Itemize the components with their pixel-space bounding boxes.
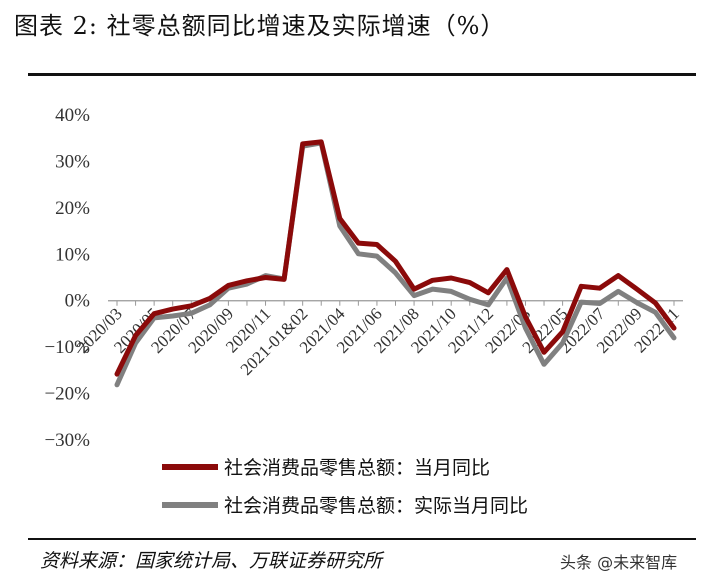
page-title: 图表 2: 社零总额同比增速及实际增速（%） [14, 12, 506, 40]
y-tick-label: 40% [55, 105, 90, 126]
y-tick-label: −20% [44, 384, 90, 405]
series-line-nominal [114, 139, 677, 377]
top-divider [28, 73, 696, 76]
legend-label-real: 社会消费品零售总额：实际当月同比 [224, 495, 528, 517]
watermark: 头条 @未来智库 [560, 553, 678, 572]
source-note: 资料来源：国家统计局、万联证券研究所 [40, 550, 383, 572]
y-tick-label: 30% [55, 151, 90, 172]
y-tick-label: 20% [55, 198, 90, 219]
line-chart: −30%−20%−10%0%10%20%30%40% 2020/032020/0… [44, 105, 683, 517]
series-layer [114, 139, 677, 388]
legend: 社会消费品零售总额：当月同比 社会消费品零售总额：实际当月同比 [162, 457, 528, 517]
y-tick-label: −30% [44, 430, 90, 451]
legend-label-nominal: 社会消费品零售总额：当月同比 [224, 457, 490, 479]
y-tick-label: 10% [55, 244, 90, 265]
y-axis: −30% −20% −10% 0% 10% 20% 30% 40% [44, 105, 90, 451]
bottom-divider [28, 538, 696, 540]
series-line-real [114, 140, 677, 388]
y-tick-label: −10% [44, 337, 90, 358]
y-tick-label: 0% [65, 291, 91, 312]
